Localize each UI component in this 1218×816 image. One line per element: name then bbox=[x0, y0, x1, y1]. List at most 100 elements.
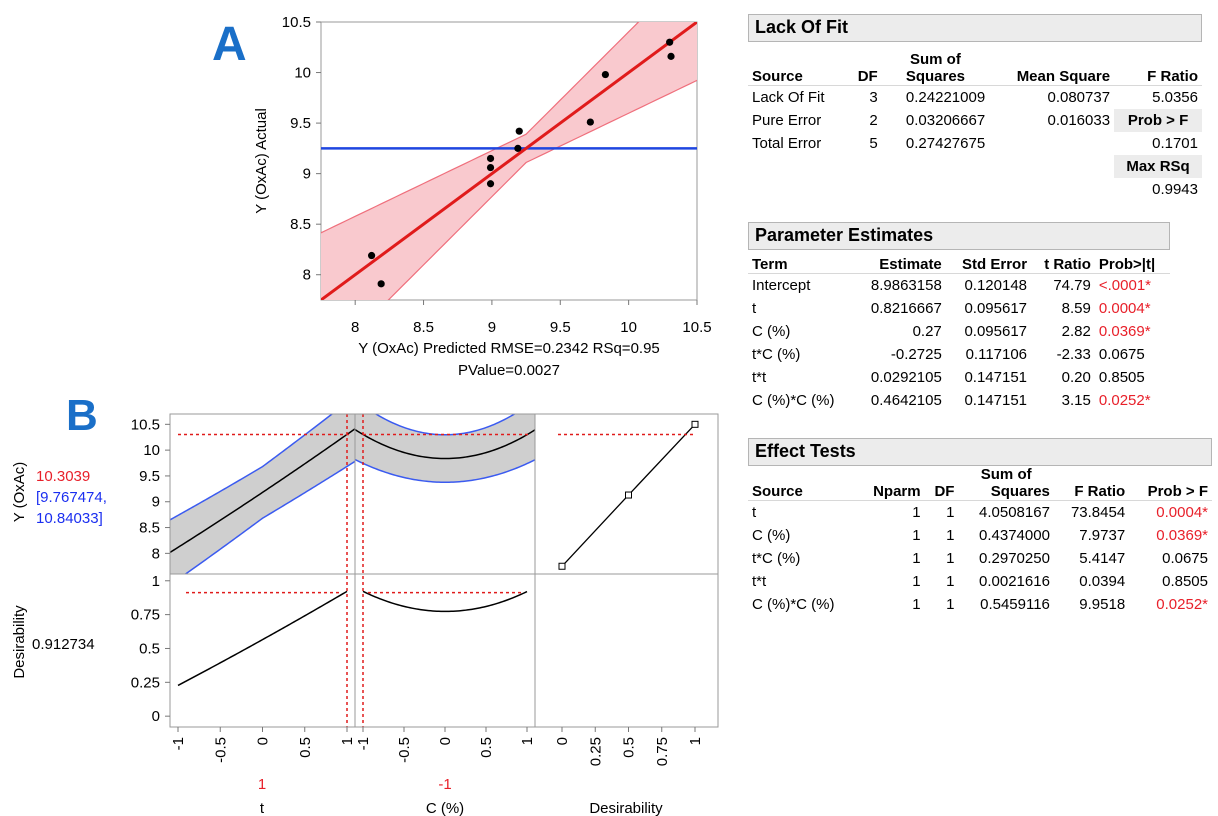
table-row: t*t 0.0292105 0.147151 0.20 0.8505 bbox=[748, 366, 1170, 389]
table-row: C (%)*C (%) 0.4642105 0.147151 3.15 0.0252* bbox=[748, 389, 1170, 412]
desirability-handle[interactable] bbox=[558, 562, 566, 570]
factor-name-label: C (%) bbox=[426, 800, 464, 816]
et-header-df: DF bbox=[924, 466, 959, 501]
table-row: t*C (%) -0.2725 0.117106 -2.33 0.0675 bbox=[748, 343, 1170, 366]
x-tick-label: -1 bbox=[355, 737, 372, 750]
table-cell: 0.0369* bbox=[1098, 323, 1151, 340]
table-cell: 0.8216667 bbox=[870, 300, 942, 317]
desirability-handle[interactable] bbox=[625, 491, 632, 499]
table-row: C (%)*C (%) 1 1 0.5459116 9.9518 0.0252* bbox=[748, 593, 1212, 616]
x-tick-label: 10.5 bbox=[682, 319, 711, 336]
lack-of-fit-table: Lack Of Fit Source DF Sum of Squares Mea… bbox=[748, 14, 1202, 201]
table-cell: 1 bbox=[946, 550, 955, 567]
response-ci-high: 10.84033] bbox=[36, 510, 103, 527]
data-point bbox=[377, 280, 385, 288]
data-point bbox=[367, 251, 376, 260]
lof-header-fratio: F Ratio bbox=[1114, 42, 1202, 86]
data-point bbox=[601, 70, 609, 79]
table-cell: 0.0252* bbox=[1156, 596, 1208, 613]
table-cell: 0.0394 bbox=[1079, 573, 1126, 590]
table-cell: 0.147151 bbox=[964, 392, 1028, 409]
panel-label-b: B bbox=[66, 392, 98, 440]
fit-line bbox=[321, 22, 697, 300]
pe-header-tratio: t Ratio bbox=[1031, 250, 1095, 274]
x-tick-label: 0 bbox=[437, 737, 454, 745]
lof-maxrsq-label: Max RSq bbox=[1114, 155, 1202, 178]
table-cell: 1 bbox=[912, 573, 921, 590]
x-tick-label: 0.5 bbox=[478, 737, 495, 758]
x-tick-label: 1 bbox=[339, 737, 356, 745]
lack-of-fit-title: Lack Of Fit bbox=[748, 14, 1202, 42]
x-tick-label: 0.25 bbox=[587, 737, 604, 766]
table-cell: 0.0675 bbox=[1098, 346, 1145, 363]
table-cell: 0.2970250 bbox=[979, 550, 1050, 567]
x-tick-label: 8.5 bbox=[413, 319, 434, 336]
effect-tests-title: Effect Tests bbox=[748, 438, 1212, 466]
x-tick-label: 0.75 bbox=[654, 737, 671, 766]
lof-header-df: DF bbox=[847, 42, 882, 86]
et-header-sum-bottom: Squares bbox=[990, 483, 1050, 500]
factor-current-value[interactable]: -1 bbox=[438, 776, 451, 793]
effect-tests-table: Effect Tests Source Nparm DF Sum of Squa… bbox=[748, 438, 1212, 616]
y-tick-label: 8 bbox=[303, 267, 311, 284]
table-cell: 3.15 bbox=[1061, 392, 1091, 409]
table-cell: 0.27 bbox=[912, 323, 942, 340]
table-cell: 8.59 bbox=[1061, 300, 1091, 317]
table-cell: 1 bbox=[912, 596, 921, 613]
table-cell: 0.03206667 bbox=[905, 112, 986, 129]
resp-y-tick-label: 9.5 bbox=[139, 468, 160, 485]
x-tick-label: 0 bbox=[255, 737, 272, 745]
x-axis-label-a-line2: PValue=0.0027 bbox=[458, 362, 560, 379]
table-cell: -0.2725 bbox=[890, 346, 942, 363]
response-axis-label: Y (OxAc) bbox=[11, 462, 28, 523]
table-row: t 0.8216667 0.095617 8.59 0.0004* bbox=[748, 297, 1170, 320]
y-tick-label: 8.5 bbox=[290, 216, 311, 233]
table-cell: 8.9863158 bbox=[870, 277, 942, 294]
des-y-tick-label: 0 bbox=[152, 708, 160, 725]
actual-by-predicted-chart: A Y (OxAc) Actual Y (OxAc) Predicted RMS… bbox=[212, 14, 712, 379]
et-header-sum-top: Sum of bbox=[980, 466, 1032, 483]
x-tick-label: 10 bbox=[620, 319, 637, 336]
resp-y-tick-label: 9 bbox=[152, 494, 160, 511]
lof-header-sum-bottom: Squares bbox=[905, 68, 966, 85]
pe-header-prob: Prob>|t| bbox=[1094, 250, 1170, 274]
table-cell: 0.5459116 bbox=[980, 596, 1050, 613]
response-ci-lower bbox=[184, 460, 355, 574]
table-cell: 1 bbox=[912, 504, 921, 521]
table-cell: 0.120148 bbox=[964, 277, 1028, 294]
data-point bbox=[486, 154, 495, 163]
parameter-estimates-title: Parameter Estimates bbox=[748, 222, 1170, 250]
table-cell: 0.095617 bbox=[964, 300, 1028, 317]
lof-maxrsq-value: 0.9943 bbox=[1152, 181, 1198, 198]
table-cell: 1 bbox=[912, 550, 921, 567]
response-ci-upper bbox=[170, 414, 334, 521]
factor-name-label: Desirability bbox=[589, 800, 663, 816]
table-cell: 0.095617 bbox=[964, 323, 1028, 340]
table-cell bbox=[989, 132, 1114, 155]
table-cell: 9.9518 bbox=[1079, 596, 1126, 613]
profiler-frame bbox=[169, 413, 719, 728]
table-cell: 0.24221009 bbox=[905, 89, 986, 106]
x-tick-label: 0.5 bbox=[297, 737, 314, 758]
table-cell: 0.4374000 bbox=[979, 527, 1050, 544]
effect-tests-grid: Source Nparm DF Sum of Squares F Ratio P… bbox=[748, 466, 1212, 616]
table-cell: 0.0021616 bbox=[979, 573, 1050, 590]
resp-y-tick-label: 10 bbox=[143, 442, 160, 459]
factor-current-value[interactable]: 1 bbox=[258, 776, 266, 793]
table-cell: 0.147151 bbox=[964, 369, 1028, 386]
data-point bbox=[486, 163, 495, 172]
x-tick-label: 8 bbox=[351, 319, 359, 336]
table-cell: 73.8454 bbox=[1070, 504, 1126, 521]
x-tick-label: 0.5 bbox=[621, 737, 638, 758]
table-cell: 0.0252* bbox=[1098, 392, 1151, 409]
table-cell: 1 bbox=[946, 504, 955, 521]
desirability-handle[interactable] bbox=[691, 420, 699, 428]
response-ci-low: [9.767474, bbox=[36, 489, 107, 506]
table-cell: t bbox=[752, 300, 757, 317]
x-tick-label: 1 bbox=[687, 737, 704, 745]
et-header-source: Source bbox=[748, 466, 858, 501]
table-cell: 0.0004* bbox=[1098, 300, 1151, 317]
lack-of-fit-grid: Source DF Sum of Squares Mean Square F R… bbox=[748, 42, 1202, 201]
response-curve bbox=[355, 428, 535, 460]
table-cell: Intercept bbox=[752, 277, 811, 294]
